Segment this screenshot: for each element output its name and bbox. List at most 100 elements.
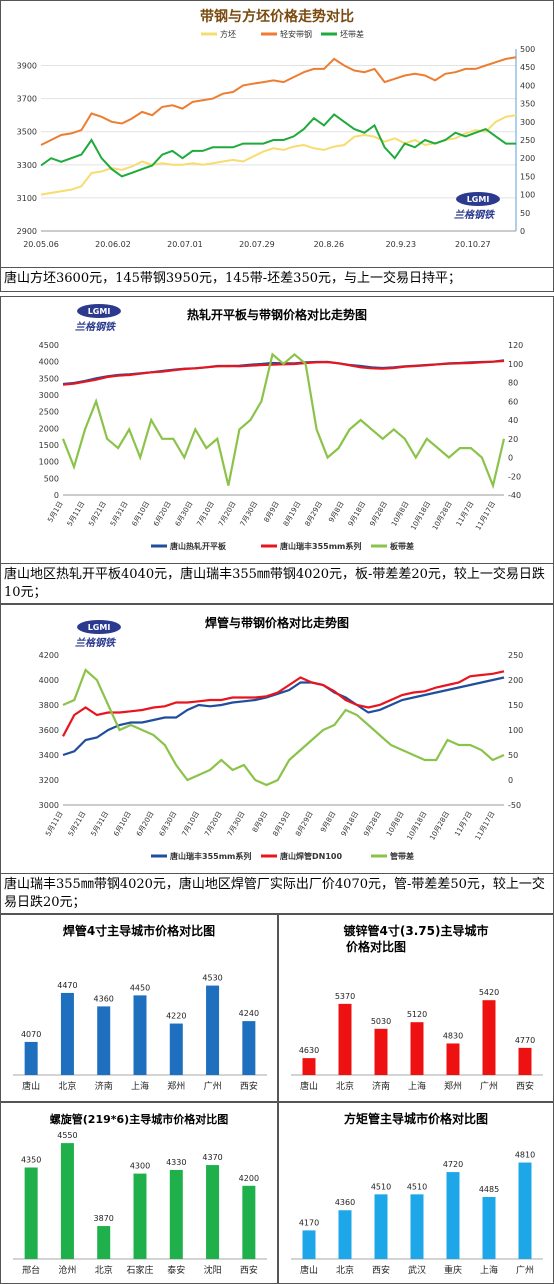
bar-value-label: 4360	[335, 1198, 355, 1207]
series-line-3	[62, 668, 505, 787]
series-line-1	[40, 114, 517, 196]
y-right-tick: 400	[520, 81, 535, 90]
y-left-tick: 2500	[39, 408, 59, 417]
bar-郑州	[169, 1023, 183, 1075]
y-left-tick: 3800	[39, 701, 59, 710]
y-right-tick: 100	[520, 191, 535, 200]
x-tick: 10月28日	[431, 500, 454, 532]
y-left-tick: 4000	[39, 676, 59, 685]
bar-北京	[97, 1226, 111, 1259]
category-label: 广州	[480, 1080, 498, 1092]
bar-value-label: 4510	[407, 1182, 427, 1191]
chart-title: 方矩管主导城市价格对比图	[344, 1111, 488, 1126]
bar-svg-square-tube: 方矩管主导城市价格对比图 4170 唐山 4360 北京 4510 西安 4510 武汉 4720…	[291, 1111, 543, 1276]
category-label: 广州	[516, 1264, 534, 1276]
chart-title: 带钢与方坯价格走势对比	[200, 8, 354, 25]
category-label: 北京	[58, 1080, 76, 1092]
bar-唐山	[302, 1230, 316, 1259]
x-tick: 7月20日	[217, 500, 238, 528]
x-tick: 9月28日	[368, 500, 389, 528]
x-tick: 6月20日	[135, 810, 156, 838]
bar-西安	[242, 1185, 256, 1259]
category-label: 上海	[131, 1080, 149, 1092]
x-tick: 7月10日	[195, 500, 216, 528]
y-left-tick: 3700	[17, 95, 37, 104]
y-right-tick: 40	[508, 416, 518, 425]
y-right-tick: -20	[508, 472, 521, 481]
bar-泰安	[169, 1169, 183, 1259]
bar-value-label: 4220	[166, 1012, 186, 1021]
category-label: 郑州	[444, 1080, 462, 1092]
x-tick: 20.07.29	[239, 240, 275, 249]
bar-value-label: 4370	[202, 1153, 222, 1162]
y-right-tick: 0	[508, 776, 513, 785]
category-label: 沈阳	[204, 1264, 222, 1276]
y-left-tick: 3100	[17, 194, 37, 203]
category-label: 北京	[336, 1080, 354, 1092]
x-tick: 11月17日	[474, 500, 497, 532]
logo: LGMI 兰格钢铁	[67, 303, 131, 333]
bar-value-label: 4200	[239, 1174, 259, 1183]
x-tick: 11月7日	[455, 500, 476, 528]
x-tick: 8月9日	[263, 500, 281, 524]
category-label: 邢台	[22, 1264, 40, 1276]
y-right-tick: 450	[520, 63, 535, 72]
bar-石家庄	[133, 1173, 147, 1259]
y-left-tick: 3200	[39, 776, 59, 785]
bar-济南	[97, 1006, 111, 1075]
y-right-tick: 250	[508, 651, 523, 660]
chart-title: 焊管与带钢价格对比走势图	[205, 615, 349, 630]
x-tick: 20.9.23	[386, 240, 417, 249]
caption-3: 唐山瑞丰355㎜带钢4020元，唐山地区焊管厂实际出厂价4070元，管-带差差5…	[0, 874, 554, 914]
y-right-tick: 350	[520, 100, 535, 109]
y-left-tick: 3300	[17, 161, 37, 170]
bar-value-label: 5420	[479, 988, 499, 997]
legend-label: 唐山瑞丰355mm系列	[280, 541, 361, 551]
category-label: 沧州	[58, 1264, 76, 1276]
category-label: 广州	[204, 1080, 222, 1092]
bar-value-label: 4550	[57, 1131, 77, 1140]
x-tick: 20.05.06	[23, 240, 59, 249]
y-left-tick: 3000	[39, 801, 59, 810]
bar-value-label: 5120	[407, 1010, 427, 1019]
bar-value-label: 5370	[335, 992, 355, 1001]
category-label: 西安	[240, 1080, 258, 1092]
category-label: 泰安	[167, 1264, 185, 1276]
chart-title: 焊管4寸主导城市价格对比图	[63, 923, 215, 938]
x-tick: 10月8日	[390, 500, 411, 528]
x-tick: 8月19日	[282, 500, 303, 528]
bar-value-label: 4530	[202, 974, 222, 983]
bar-value-label: 4720	[443, 1160, 463, 1169]
x-tick: 7月30日	[226, 810, 247, 838]
x-tick: 6月30日	[174, 500, 195, 528]
category-label: 北京	[95, 1264, 113, 1276]
y-right-tick: 500	[520, 45, 535, 54]
x-tick: 9月18日	[347, 500, 368, 528]
bar-武汉	[410, 1194, 424, 1259]
x-tick: 5月11日	[44, 810, 65, 838]
legend-label: 轻安带钢	[280, 29, 312, 39]
legend-label: 唐山热轧开平板	[170, 541, 227, 551]
x-tick: 7月10日	[181, 810, 202, 838]
y-left-tick: 3400	[39, 751, 59, 760]
series-line-1	[62, 676, 505, 757]
series-line-2	[40, 56, 517, 146]
x-tick: 7月20日	[203, 810, 224, 838]
bar-value-label: 3870	[94, 1214, 114, 1223]
bar-北京	[60, 992, 74, 1075]
chart-title-cont: 价格对比图	[346, 939, 406, 954]
category-label: 唐山	[22, 1080, 40, 1092]
bar-广州	[518, 1162, 532, 1259]
bar-value-label: 4450	[130, 983, 150, 992]
bar-value-label: 4170	[299, 1218, 319, 1227]
y-right-tick: 0	[508, 454, 513, 463]
category-label: 郑州	[167, 1080, 185, 1092]
y-left-tick: 4200	[39, 651, 59, 660]
y-right-tick: 50	[520, 209, 530, 218]
x-tick: 10月8日	[385, 810, 406, 838]
chart-hot-rolled-strip: 热轧开平板与带钢价格对比走势图 0 500 1000 1500 2000 2500 3000 3…	[0, 296, 554, 564]
y-left-tick: 3500	[39, 374, 59, 383]
category-label: 北京	[336, 1264, 354, 1276]
bar-value-label: 4770	[515, 1036, 535, 1045]
category-label: 上海	[408, 1080, 426, 1092]
